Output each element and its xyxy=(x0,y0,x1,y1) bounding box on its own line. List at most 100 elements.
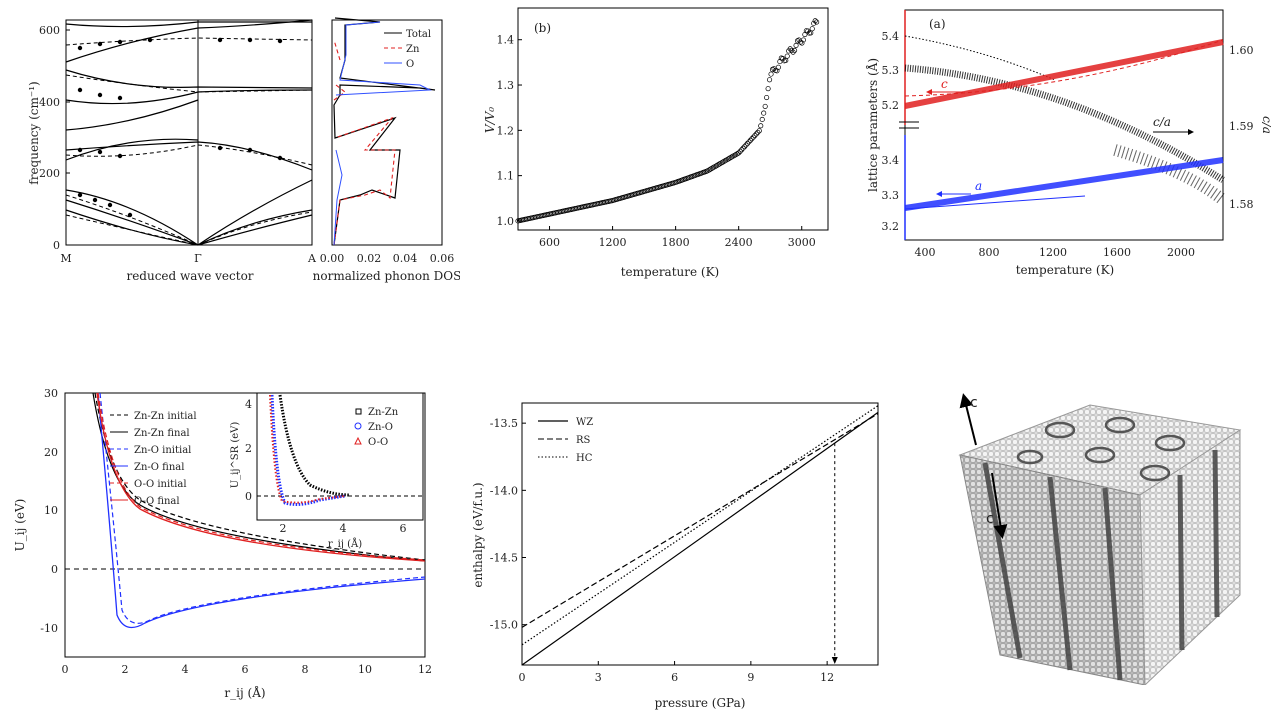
pot-ytick-30: 30 xyxy=(44,387,58,400)
lattice-y2tick-160: 1.60 xyxy=(1229,44,1254,57)
volume-xlabel: temperature (K) xyxy=(621,265,720,279)
pot-xtick-6: 6 xyxy=(242,663,249,676)
pot-legend-3: Zn-O final xyxy=(134,462,184,473)
vol-point-185 xyxy=(787,46,793,52)
ytick-400: 400 xyxy=(39,96,60,109)
dos-frame xyxy=(331,19,443,246)
inset-legend-0: Zn-Zn xyxy=(368,407,399,418)
ent-ytick-1: -14.0 xyxy=(490,484,518,497)
vol-point-172 xyxy=(768,71,774,77)
lattice-a-points xyxy=(904,157,1224,211)
vol-point-168 xyxy=(762,103,768,109)
ytick-0: 0 xyxy=(53,239,60,252)
dos-legend-total: Total xyxy=(406,29,431,40)
pot-legend-0: Zn-Zn initial xyxy=(134,411,197,422)
ent-transition-arrow xyxy=(831,657,838,664)
enthalpy-xlabel: pressure (GPa) xyxy=(655,696,746,710)
pot-oo-initial xyxy=(97,392,426,561)
vol-point-186 xyxy=(789,47,795,53)
cube-top-rings xyxy=(1016,416,1186,482)
ent-xtick-2: 6 xyxy=(671,671,678,684)
dispersion-solid-curves xyxy=(65,19,313,246)
pot-zno-initial xyxy=(99,392,426,624)
inset-ylabel: U_ij^SR (eV) xyxy=(230,422,241,489)
vol-xtick-4: 3000 xyxy=(788,236,816,249)
volume-ylabel: V/V₀ xyxy=(483,107,497,133)
vol-point-156 xyxy=(744,140,751,147)
volume-yticks: 1.0 1.1 1.2 1.3 1.4 xyxy=(497,34,515,228)
lattice-right-ticks: 1.58 1.59 1.60 xyxy=(1229,44,1254,211)
ent-ytick-3: -15.0 xyxy=(490,619,518,632)
dos-legend-zn: Zn xyxy=(406,44,420,55)
vol-point-159 xyxy=(749,136,755,142)
vol-point-160 xyxy=(750,134,756,140)
vol-point-163 xyxy=(755,129,761,135)
phonon-dispersion-svg: 0 200 400 600 M Γ A reduced wave vector … xyxy=(27,17,461,283)
ent-line-hc xyxy=(521,405,879,646)
pot-legend-4: O-O initial xyxy=(134,479,187,490)
ent-xtick-4: 12 xyxy=(820,671,834,684)
lattice-ca-scatter xyxy=(1113,144,1227,205)
lattice-a-reference xyxy=(904,195,1086,210)
vol-point-187 xyxy=(790,49,796,55)
ent-xtick-0: 0 xyxy=(519,671,526,684)
vol-point-169 xyxy=(764,94,770,101)
pot-xtick-8: 8 xyxy=(302,663,309,676)
enthalpy-yticks: -13.5 -14.0 -14.5 -15.0 xyxy=(490,417,526,632)
inset-znzn xyxy=(278,394,351,497)
dos-legend-o: O xyxy=(406,59,414,70)
dos-xtick-2: 0.04 xyxy=(393,252,418,265)
volume-points xyxy=(515,18,820,224)
pot-legend-5: O-O final xyxy=(134,496,180,507)
dispersion-ylabel: frequency (cm⁻¹) xyxy=(27,81,41,184)
volume-frame xyxy=(517,7,829,231)
inset-xtick-4: 4 xyxy=(340,522,347,535)
lattice-ca-reference xyxy=(904,35,1056,81)
vol-point-167 xyxy=(761,110,767,116)
inset-legend: Zn-Zn Zn-O O-O xyxy=(354,407,399,448)
pot-xtick-10: 10 xyxy=(358,663,372,676)
ent-legend-wz: WZ xyxy=(576,417,593,428)
dos-xtick-3: 0.06 xyxy=(430,252,455,265)
lattice-xtick-1600: 1600 xyxy=(1103,246,1131,259)
ytick-600: 600 xyxy=(39,24,60,37)
lattice-ca-label: c/a xyxy=(1153,115,1171,129)
xtick-A: A xyxy=(307,252,317,265)
vol-point-158 xyxy=(747,137,753,143)
dos-xtick-1: 0.02 xyxy=(357,252,382,265)
lattice-y2label: c/a xyxy=(1260,116,1271,134)
enthalpy-svg: -13.5 -14.0 -14.5 -15.0 0 3 6 9 12 pressure (GP… xyxy=(471,402,879,710)
lattice-a-label: a xyxy=(975,179,982,193)
inset-ytick-2: 2 xyxy=(245,442,252,455)
inset-ytick-4: 4 xyxy=(245,398,252,411)
lattice-xtick-2000: 2000 xyxy=(1167,246,1195,259)
potential-inset xyxy=(256,392,424,521)
pot-oo-final xyxy=(96,392,426,562)
potential-xticks: 0 2 4 6 8 10 12 xyxy=(62,663,433,676)
pot-znzn-final xyxy=(92,392,426,562)
vol-xtick-3: 2400 xyxy=(725,236,753,249)
lattice-ytick-53: 5.3 xyxy=(882,64,900,77)
vol-point-188 xyxy=(792,47,798,53)
vol-point-154 xyxy=(742,144,748,150)
vol-point-166 xyxy=(759,116,765,123)
lattice-panel: (a) 5.2 5.3 5.4 3.2 3.3 3.4 1.58 1.59 1.… xyxy=(865,0,1271,290)
dos-legend: Total Zn O xyxy=(384,29,431,70)
pot-xtick-0: 0 xyxy=(62,663,69,676)
enthalpy-ylabel: enthalpy (eV/f.u.) xyxy=(471,482,485,587)
ent-xtick-1: 3 xyxy=(595,671,602,684)
potential-legend: Zn-Zn initial Zn-Zn final Zn-O initial Z… xyxy=(110,411,197,507)
volume-panel-label: (b) xyxy=(534,21,551,35)
potential-panel: 30 20 10 0 -10 0 2 4 6 8 10 12 r_ij (Å) … xyxy=(0,385,445,714)
inset-legend-2: O-O xyxy=(368,437,388,448)
xtick-Gamma: Γ xyxy=(194,252,202,265)
dos-xtick-0: 0.00 xyxy=(320,252,345,265)
vol-ytick-2: 1.2 xyxy=(497,124,515,137)
lattice-left-ticks: 5.2 5.3 5.4 3.2 3.3 3.4 xyxy=(882,30,900,233)
lattice-xtick-1200: 1200 xyxy=(1039,246,1067,259)
ent-legend-rs: RS xyxy=(576,435,591,446)
enthalpy-frame xyxy=(521,402,879,666)
c-axis-label: c xyxy=(970,395,978,411)
lattice-xlabel: temperature (K) xyxy=(1016,263,1115,277)
lattice-panel-label: (a) xyxy=(929,17,946,31)
